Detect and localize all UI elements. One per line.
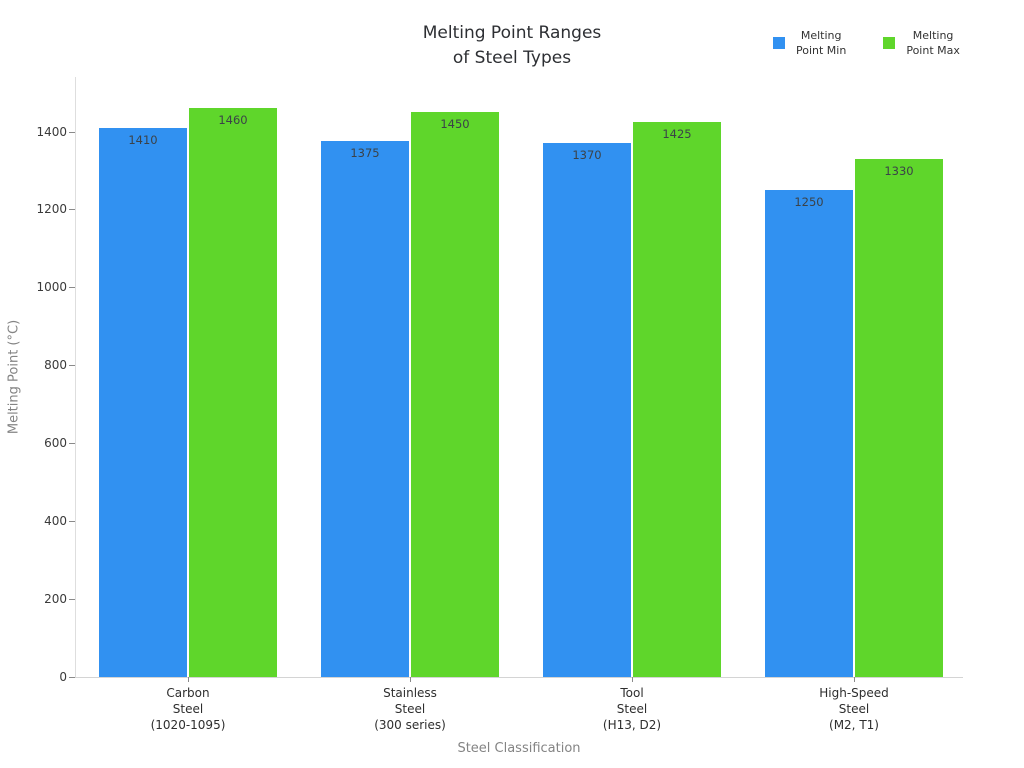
bar-value-label: 1375 — [350, 146, 380, 160]
y-tick-mark — [69, 365, 75, 366]
bar-max-2: 1425 — [633, 122, 721, 677]
x-category-label-line: High-Speed — [819, 686, 889, 700]
x-category-label-line: (M2, T1) — [829, 718, 879, 732]
bar-min-1: 1375 — [321, 141, 409, 677]
legend-label-min-line1: Melting — [800, 29, 842, 42]
legend: Melting Point Min Melting Point Max — [773, 28, 960, 58]
bar-max-3: 1330 — [855, 159, 943, 677]
x-axis-line — [75, 677, 963, 678]
y-tick-mark — [69, 599, 75, 600]
y-tick-label: 0 — [59, 670, 67, 684]
legend-swatch-max — [883, 37, 896, 49]
x-category-label-line: (H13, D2) — [602, 718, 662, 732]
legend-label-min-line2: Point Min — [796, 44, 847, 57]
x-category-label-line: (1020-1095) — [150, 718, 226, 732]
y-axis-line — [75, 77, 76, 677]
x-category-label: Tool Steel (H13, D2) — [532, 685, 732, 733]
legend-entry-min[interactable]: Melting Point Min — [773, 28, 846, 58]
y-tick-label: 1200 — [36, 202, 67, 216]
x-axis-title: Steel Classification — [457, 741, 581, 756]
y-tick-label: 200 — [44, 592, 67, 606]
y-tick-label: 400 — [44, 514, 67, 528]
y-tick-mark — [69, 677, 75, 678]
x-tick-mark — [632, 677, 633, 682]
chart-title: Melting Point Ranges of Steel Types — [0, 21, 1024, 71]
x-category-label-line: (300 series) — [374, 718, 446, 732]
y-tick-label: 1000 — [36, 280, 67, 294]
x-category-label-line: Steel — [838, 702, 870, 716]
x-category-label-line: Steel — [616, 702, 648, 716]
legend-label-min: Melting Point Min — [796, 28, 846, 58]
bar-value-label: 1330 — [884, 164, 914, 178]
bar-value-label: 1370 — [572, 148, 602, 162]
bar-max-0: 1460 — [189, 108, 277, 677]
y-tick-mark — [69, 209, 75, 210]
y-tick-mark — [69, 287, 75, 288]
bar-value-label: 1460 — [218, 113, 248, 127]
bar-min-0: 1410 — [99, 128, 187, 677]
x-tick-mark — [188, 677, 189, 682]
chart-title-line1: Melting Point Ranges — [422, 23, 602, 43]
y-tick-label: 600 — [44, 436, 67, 450]
legend-entry-max[interactable]: Melting Point Max — [883, 28, 960, 58]
legend-swatch-min — [773, 37, 785, 49]
legend-label-max-line1: Melting — [912, 29, 954, 42]
bar-max-1: 1450 — [411, 112, 499, 677]
y-tick-mark — [69, 132, 75, 133]
bar-min-3: 1250 — [765, 190, 853, 677]
y-tick-label: 800 — [44, 358, 67, 372]
y-tick-mark — [69, 521, 75, 522]
x-category-label: Stainless Steel (300 series) — [310, 685, 510, 733]
x-category-label-line: Tool — [620, 686, 644, 700]
x-category-label: Carbon Steel (1020-1095) — [88, 685, 288, 733]
y-tick-mark — [69, 443, 75, 444]
x-tick-mark — [854, 677, 855, 682]
y-axis-title: Melting Point (°C) — [6, 319, 22, 435]
x-tick-mark — [410, 677, 411, 682]
bar-value-label: 1250 — [794, 195, 824, 209]
x-category-label-line: Steel — [394, 702, 426, 716]
x-category-label-line: Carbon — [166, 686, 210, 700]
x-category-label: High-Speed Steel (M2, T1) — [754, 685, 954, 733]
x-category-label-line: Stainless — [383, 686, 437, 700]
legend-label-max-line2: Point Max — [906, 44, 960, 57]
bar-value-label: 1410 — [128, 133, 158, 147]
bar-min-2: 1370 — [543, 143, 631, 677]
bar-value-label: 1450 — [440, 117, 470, 131]
y-tick-label: 1400 — [36, 125, 67, 139]
chart-title-line2: of Steel Types — [452, 48, 572, 68]
x-category-label-line: Steel — [172, 702, 204, 716]
legend-label-max: Melting Point Max — [906, 28, 960, 58]
bar-value-label: 1425 — [662, 127, 692, 141]
